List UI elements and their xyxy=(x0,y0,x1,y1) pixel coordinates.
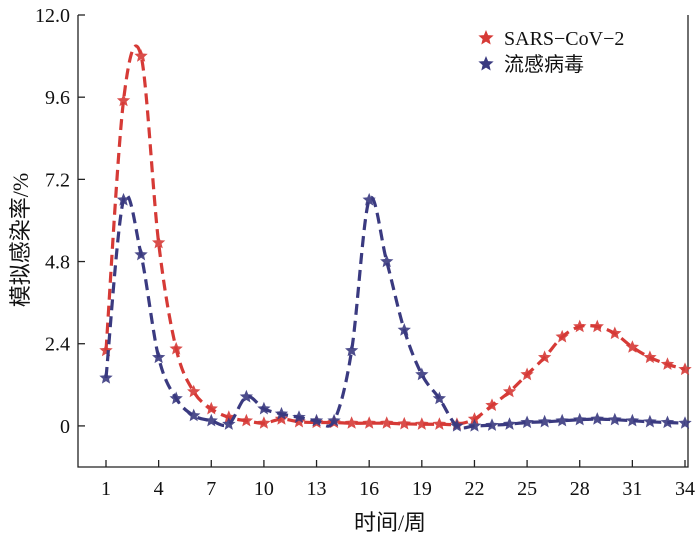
data-point-star xyxy=(274,406,289,420)
legend-star-icon xyxy=(478,56,494,71)
x-tick-label: 13 xyxy=(307,478,327,500)
data-point-star xyxy=(292,414,306,428)
data-point-star xyxy=(502,417,517,430)
data-point-star xyxy=(520,367,534,381)
data-point-star xyxy=(99,343,113,357)
data-point-star xyxy=(327,413,341,427)
data-point-star xyxy=(450,418,464,432)
data-point-star xyxy=(643,414,657,428)
data-point-star xyxy=(678,416,692,429)
data-point-star xyxy=(573,319,587,333)
data-point-star xyxy=(467,412,482,425)
data-point-star xyxy=(415,417,429,430)
data-point-star xyxy=(520,415,534,429)
series-line-0 xyxy=(104,44,686,427)
x-tick-label: 1 xyxy=(101,478,111,500)
legend-label: 流感病毒 xyxy=(504,53,584,76)
y-tick-label: 12.0 xyxy=(35,5,70,27)
data-point-star xyxy=(608,326,622,340)
x-axis-label: 时间/周 xyxy=(354,510,426,535)
data-point-star xyxy=(485,418,499,431)
data-point-star xyxy=(362,192,376,206)
data-point-star xyxy=(397,323,411,336)
data-point-star xyxy=(573,412,587,426)
data-point-star xyxy=(380,254,394,268)
data-point-star xyxy=(222,417,236,430)
data-point-star xyxy=(397,416,411,430)
data-point-star xyxy=(309,413,324,427)
data-point-star xyxy=(239,413,253,427)
x-tick-label: 10 xyxy=(254,478,274,500)
data-point-star xyxy=(678,362,692,376)
x-tick-label: 7 xyxy=(206,478,216,500)
data-point-star xyxy=(485,398,499,411)
data-point-star xyxy=(257,401,271,415)
data-point-star xyxy=(380,416,394,429)
data-point-star xyxy=(590,319,604,333)
data-point-star xyxy=(625,340,639,353)
data-point-star xyxy=(538,350,552,364)
y-tick-label: 7.2 xyxy=(45,169,70,191)
data-point-star xyxy=(116,93,131,107)
data-point-star xyxy=(345,343,359,357)
data-point-star xyxy=(257,416,271,429)
data-point-star xyxy=(152,350,166,364)
data-point-star xyxy=(590,412,604,425)
axis-frame xyxy=(77,15,689,468)
data-point-star xyxy=(169,341,183,355)
data-point-star xyxy=(204,413,218,427)
x-tick-label: 19 xyxy=(412,478,432,500)
data-point-star xyxy=(467,418,482,432)
data-point-star xyxy=(134,49,148,62)
x-tick-label: 4 xyxy=(154,478,164,500)
x-tick-label: 16 xyxy=(359,478,379,500)
data-point-star xyxy=(222,410,236,423)
legend-label: SARS−CoV−2 xyxy=(504,28,624,50)
data-point-star xyxy=(555,329,569,343)
x-tick-label: 28 xyxy=(570,478,590,500)
x-tick-label: 34 xyxy=(675,478,695,500)
data-point-star xyxy=(152,235,166,249)
series-line-1 xyxy=(104,193,686,430)
data-point-star xyxy=(502,384,517,398)
data-point-star xyxy=(538,414,552,428)
data-point-star xyxy=(643,350,657,364)
data-point-star xyxy=(292,410,306,423)
y-tick-label: 2.4 xyxy=(45,334,70,356)
data-point-star xyxy=(608,412,622,426)
data-point-star xyxy=(116,192,131,206)
legend-star-icon xyxy=(478,30,494,45)
y-axis-label: 模拟感染率/% xyxy=(8,173,33,307)
data-point-star xyxy=(134,247,148,261)
x-tick-label: 25 xyxy=(517,478,537,500)
data-point-star xyxy=(555,413,569,427)
data-point-star xyxy=(432,417,446,430)
data-point-star xyxy=(660,415,675,429)
data-point-star xyxy=(362,416,376,429)
data-point-star xyxy=(345,416,359,429)
y-tick-label: 4.8 xyxy=(45,252,70,274)
data-point-star xyxy=(660,357,675,370)
data-point-star xyxy=(169,391,183,405)
data-point-star xyxy=(274,412,289,425)
data-point-star xyxy=(187,408,201,422)
data-point-star xyxy=(625,413,639,427)
data-point-star xyxy=(204,401,218,415)
data-point-star xyxy=(415,367,429,381)
data-point-star xyxy=(99,371,113,384)
data-point-star xyxy=(239,389,253,403)
x-tick-label: 31 xyxy=(622,478,642,500)
data-point-star xyxy=(187,384,201,398)
y-tick-label: 0 xyxy=(60,416,70,438)
y-tick-label: 9.6 xyxy=(45,87,70,109)
x-tick-label: 22 xyxy=(464,478,484,500)
data-point-star xyxy=(432,391,446,405)
